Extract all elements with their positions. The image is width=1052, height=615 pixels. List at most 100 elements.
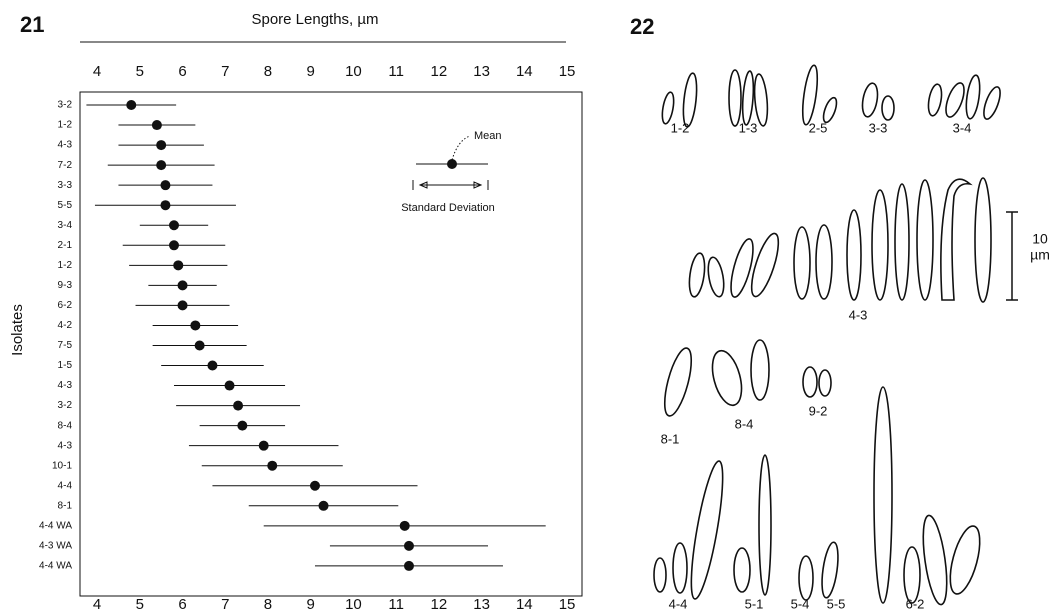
scale-label: 10: [1032, 231, 1048, 247]
legend-sd: Standard Deviation: [401, 202, 495, 214]
x-tick-label: 15: [559, 63, 576, 80]
x-tick-label: 8: [264, 63, 272, 80]
y-tick-label: 6-2: [58, 300, 73, 311]
y-tick-label: 4-3: [58, 380, 73, 391]
y-tick-label: 3-3: [58, 180, 73, 191]
mean-dot: [177, 300, 188, 311]
x-tick-label: 14: [516, 596, 533, 613]
legend-dot: [447, 159, 457, 169]
mean-dot: [126, 100, 137, 110]
group-label: 1-2: [671, 120, 690, 135]
mean-dot: [160, 200, 171, 211]
x-tick-label: 15: [559, 596, 576, 613]
x-tick-label: 10: [345, 596, 362, 613]
x-tick-label: 4: [93, 63, 101, 80]
y-tick-label: 8-4: [58, 420, 73, 431]
x-tick-label: 12: [431, 596, 448, 613]
x-tick-label: 14: [516, 63, 533, 80]
y-tick-label: 4-3: [58, 140, 73, 151]
group-label: 3-3: [869, 120, 888, 135]
group-label: 5-5: [827, 596, 846, 611]
x-tick-label: 12: [431, 63, 448, 80]
spore-drawings: [653, 64, 1001, 606]
y-tick-label: 7-5: [58, 340, 73, 351]
y-tick-label: 7-2: [58, 160, 73, 171]
legend-mean: Mean: [474, 130, 502, 142]
mean-dot: [403, 560, 414, 571]
y-axis-label: Isolates: [9, 304, 26, 356]
x-tick-label: 9: [307, 596, 315, 613]
group-label: 1-3: [739, 120, 758, 135]
mean-dot: [168, 240, 179, 251]
mean-dot: [156, 160, 167, 171]
y-tick-label: 1-2: [58, 120, 73, 131]
group-label: 4-3: [849, 307, 868, 322]
group-label: 8-4: [735, 416, 754, 431]
y-tick-label: 4-4 WA: [39, 561, 72, 572]
x-tick-label: 5: [136, 596, 144, 613]
x-tick-label: 7: [221, 596, 229, 613]
chart-title: Spore Lengths, µm: [251, 11, 378, 28]
mean-dot: [207, 360, 218, 371]
y-tick-label: 4-3: [58, 440, 73, 451]
x-tick-label: 11: [388, 63, 404, 80]
x-tick-label: 4: [93, 596, 101, 613]
group-label: 9-2: [809, 403, 828, 418]
mean-dot: [237, 420, 248, 431]
scale-bar: [1006, 211, 1018, 301]
y-tick-label: 9-3: [58, 280, 73, 291]
y-tick-label: 10-1: [52, 460, 72, 471]
group-label: 8-1: [661, 431, 680, 446]
y-tick-label: 4-3 WA: [39, 541, 72, 552]
y-tick-label: 3-2: [58, 400, 73, 411]
y-tick-label: 3-4: [58, 220, 73, 231]
legend-arrow: [418, 181, 483, 189]
x-tick-label: 6: [178, 63, 186, 80]
mean-dot: [168, 220, 179, 231]
x-tick-label: 6: [178, 596, 186, 613]
mean-dot: [233, 400, 244, 411]
mean-dot: [173, 260, 184, 271]
mean-dot: [194, 340, 205, 351]
y-tick-label: 1-5: [58, 360, 73, 371]
scale-label: µm: [1030, 247, 1050, 263]
mean-dot: [318, 500, 329, 511]
mean-dot: [160, 180, 171, 191]
mean-dot: [399, 520, 410, 531]
group-label: 3-4: [953, 120, 972, 135]
mean-dot: [177, 280, 188, 291]
group-label: 5-1: [745, 596, 764, 611]
x-tick-label: 13: [473, 63, 490, 80]
y-tick-label: 4-4 WA: [39, 520, 72, 531]
group-label: 6-2: [906, 596, 925, 611]
mean-dot: [156, 140, 167, 151]
x-tick-label: 11: [388, 596, 404, 613]
x-tick-label: 7: [221, 63, 229, 80]
group-label: 2-5: [809, 120, 828, 135]
mean-dot: [309, 480, 320, 491]
mean-dot: [403, 540, 414, 551]
y-tick-label: 8-1: [58, 500, 73, 511]
plot-frame: [79, 91, 583, 597]
mean-dot: [267, 460, 278, 471]
x-tick-label: 10: [345, 63, 362, 80]
panel-label: 22: [630, 14, 654, 39]
y-tick-label: 4-4: [58, 480, 73, 491]
group-label: 4-4: [669, 596, 688, 611]
x-tick-label: 13: [473, 596, 490, 613]
x-tick-label: 5: [136, 63, 144, 80]
mean-dot: [190, 320, 201, 331]
x-tick-label: 9: [307, 63, 315, 80]
mean-dot: [258, 440, 269, 451]
y-tick-label: 4-2: [58, 320, 73, 331]
panel-label: 21: [20, 12, 44, 37]
group-label: 5-4: [791, 596, 810, 611]
y-tick-label: 3-2: [58, 100, 73, 111]
mean-dot: [151, 120, 162, 131]
legend-pointer: [451, 135, 471, 161]
y-tick-label: 5-5: [58, 200, 73, 211]
y-tick-label: 2-1: [58, 240, 73, 251]
y-tick-label: 1-2: [58, 260, 73, 271]
mean-dot: [224, 380, 235, 391]
